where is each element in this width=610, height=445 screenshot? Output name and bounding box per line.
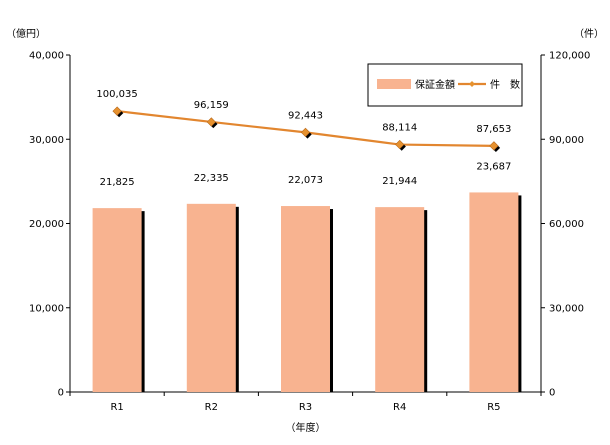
x-tick-label: R4 bbox=[393, 402, 406, 413]
right-tick-label: 0 bbox=[549, 388, 555, 399]
x-tick-label: R5 bbox=[487, 402, 500, 413]
line-series bbox=[112, 106, 501, 153]
legend-label-bar: 保証金額 bbox=[415, 78, 455, 91]
line-point bbox=[300, 127, 311, 138]
legend-swatch-marker bbox=[469, 81, 475, 87]
right-axis-unit: （件） bbox=[574, 28, 604, 40]
data-labels: 21,825 22,335 22,073 21,944 23,687 100,035 96,… bbox=[96, 89, 511, 188]
bar-series bbox=[92, 192, 522, 392]
left-axis-unit: （億円） bbox=[6, 27, 46, 40]
x-tick-label: R2 bbox=[205, 402, 218, 413]
bar bbox=[186, 203, 236, 392]
right-tick-label: 60,000 bbox=[549, 219, 584, 230]
left-tick-label: 20,000 bbox=[29, 219, 64, 230]
line-point bbox=[395, 139, 405, 150]
left-tick-label: 30,000 bbox=[29, 135, 64, 146]
bar-data-label: 21,944 bbox=[382, 176, 417, 187]
line-data-label: 96,159 bbox=[194, 100, 229, 111]
left-tick-label: 0 bbox=[58, 388, 64, 399]
bar bbox=[469, 192, 519, 392]
line-data-label: 87,653 bbox=[476, 124, 511, 135]
line-point bbox=[489, 141, 499, 151]
axes: 0 10,000 20,000 30,000 40,000 0 30,000 60,000 90… bbox=[6, 27, 604, 434]
bar-data-label: 22,335 bbox=[194, 173, 229, 184]
legend-label-line: 件 数 bbox=[490, 78, 520, 91]
line-data-label: 88,114 bbox=[382, 123, 417, 134]
legend: 保証金額 件 数 bbox=[367, 63, 523, 107]
right-tick-label: 30,000 bbox=[549, 303, 584, 314]
bar bbox=[281, 206, 330, 392]
left-tick-label: 10,000 bbox=[29, 303, 64, 314]
line-point bbox=[206, 117, 216, 127]
left-tick-label: 40,000 bbox=[29, 51, 64, 62]
x-axis-label: （年度） bbox=[286, 421, 326, 434]
legend-swatch-bar bbox=[377, 79, 411, 89]
bar-data-label: 21,825 bbox=[100, 177, 135, 188]
bar-data-label: 23,687 bbox=[476, 161, 511, 172]
line-data-label: 92,443 bbox=[288, 110, 323, 121]
line-point bbox=[112, 106, 122, 116]
bar bbox=[375, 207, 425, 392]
line-data-label: 100,035 bbox=[96, 89, 137, 100]
right-tick-label: 90,000 bbox=[549, 135, 584, 146]
bar-data-label: 22,073 bbox=[288, 175, 323, 186]
right-tick-label: 120,000 bbox=[549, 51, 590, 62]
x-tick-label: R1 bbox=[110, 402, 123, 413]
x-tick-label: R3 bbox=[299, 402, 312, 413]
bar bbox=[92, 208, 142, 392]
